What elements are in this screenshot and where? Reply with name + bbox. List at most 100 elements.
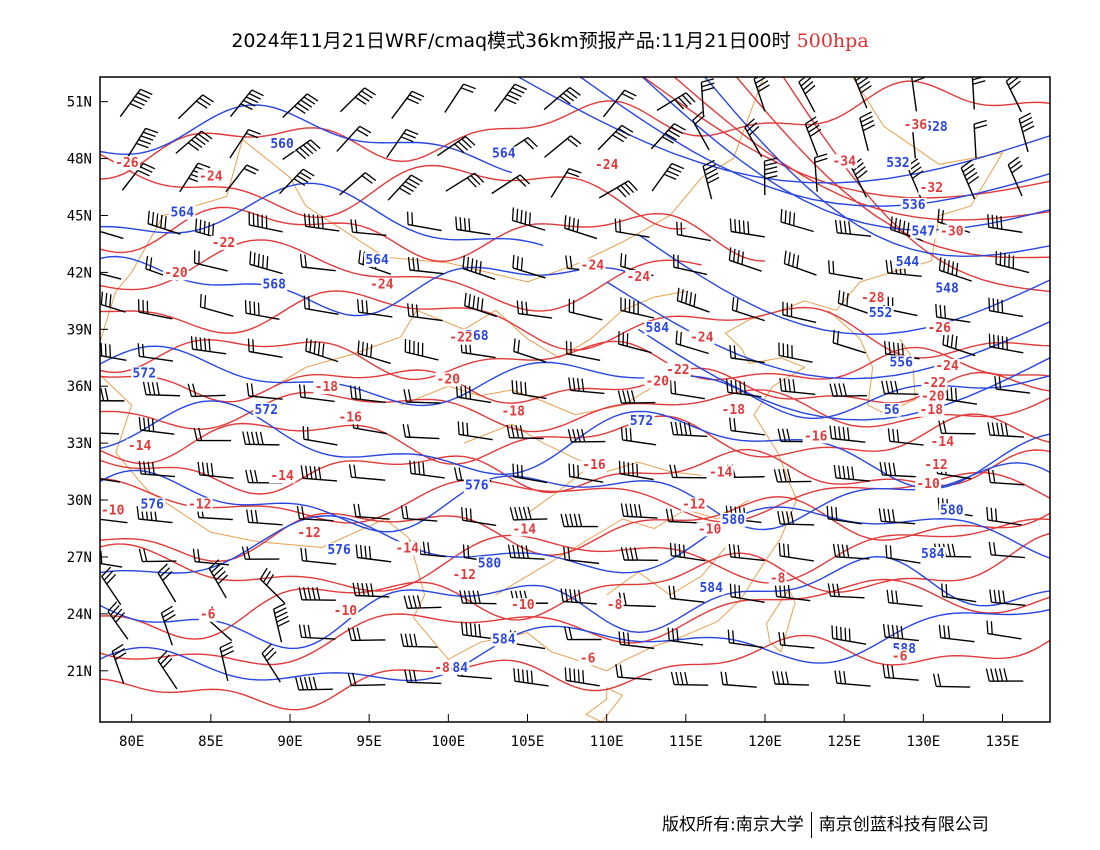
wind-barb: [831, 625, 867, 645]
wind-barb: [988, 297, 1024, 318]
wind-barb: [511, 380, 547, 400]
temperature-label-bg: [210, 235, 237, 250]
wind-barb: [971, 77, 986, 110]
temperature-label: -8: [434, 661, 450, 676]
height-label: 564: [492, 147, 516, 162]
temperature-label: -14: [513, 522, 537, 537]
temperature-contour: [100, 239, 702, 312]
height-contour: [641, 77, 1050, 231]
temperature-label-bg: [644, 374, 671, 389]
height-label-bg: [131, 366, 158, 381]
temperature-contour: [100, 518, 1050, 592]
temperature-label-bg: [890, 649, 909, 664]
wind-barb: [406, 211, 442, 232]
wind-barb: [550, 167, 582, 198]
temperature-label: -12: [682, 498, 705, 513]
height-label: 576: [140, 498, 164, 513]
wind-barb: [459, 590, 497, 605]
wind-barb: [400, 505, 438, 522]
wind-barb: [560, 588, 597, 605]
wind-barb: [199, 293, 234, 317]
wind-barb: [938, 624, 975, 643]
wind-barb: [774, 583, 811, 602]
wind-barb: [282, 139, 321, 160]
wind-barb: [753, 77, 770, 112]
wind-barb: [669, 380, 705, 400]
wind-barb: [667, 627, 704, 646]
wind-barb: [282, 93, 319, 119]
wind-barb: [878, 508, 916, 525]
temperature-label: -16: [582, 458, 606, 473]
temperature-label: -24: [199, 169, 223, 184]
wind-barb: [494, 83, 528, 112]
height-label: 548: [935, 281, 959, 296]
wind-barb: [729, 218, 765, 238]
wind-barb: [882, 624, 919, 642]
wind-barb: [160, 605, 176, 646]
wind-barb: [138, 460, 176, 478]
wind-barb: [511, 207, 546, 231]
wind-barb: [100, 432, 120, 435]
border-line: [115, 139, 243, 292]
wind-barb: [404, 338, 439, 361]
height-label: 584: [492, 632, 516, 647]
temperature-label: -18: [722, 403, 746, 418]
temperature-label: -14: [128, 439, 152, 454]
lon-tick-label: 120E: [748, 734, 782, 750]
wind-barb: [563, 546, 600, 565]
wind-barb: [676, 287, 710, 313]
wind-barb: [763, 157, 778, 196]
wind-barb: [729, 345, 765, 364]
temperature-label-bg: [802, 429, 829, 444]
wind-barb: [298, 586, 336, 601]
height-label-bg: [938, 503, 965, 518]
wind-barb: [986, 620, 1022, 640]
temperature-label-bg: [435, 372, 462, 387]
wind-barb-layer: [100, 77, 1035, 691]
wind-barb: [564, 667, 600, 687]
height-label-bg: [364, 252, 391, 267]
wind-barb: [339, 172, 377, 196]
temperature-label-bg: [269, 469, 296, 484]
height-label-bg: [910, 224, 937, 239]
height-label-bg: [476, 556, 503, 571]
wind-barb: [1007, 156, 1023, 197]
height-label: 532: [886, 156, 909, 171]
wind-barb: [407, 303, 443, 322]
wind-barb: [302, 426, 338, 446]
wind-barb: [773, 468, 812, 483]
temperature-label: -12: [297, 526, 320, 541]
temperature-label-bg: [511, 522, 538, 537]
wind-barb: [100, 518, 128, 524]
temperature-label: -18: [315, 380, 339, 395]
wind-barb: [347, 672, 386, 687]
temperature-label: -30: [940, 225, 964, 240]
temperature-label-bg: [332, 603, 359, 618]
wind-barb: [400, 633, 438, 648]
border-line: [766, 588, 796, 653]
lat-tick-label: 21N: [67, 664, 92, 680]
temperature-label-bg: [664, 362, 691, 377]
lat-tick-label: 30N: [67, 493, 92, 509]
wind-barb: [670, 671, 709, 686]
temperature-label-bg: [509, 598, 536, 613]
temperature-label-bg: [923, 457, 949, 472]
wind-barb: [352, 582, 390, 598]
temperature-label: -14: [709, 465, 733, 480]
height-label-bg: [253, 402, 280, 417]
height-label-bg: [882, 402, 901, 417]
wind-barb: [729, 583, 765, 604]
height-label-bg: [628, 414, 655, 429]
wind-barb: [702, 159, 720, 200]
temperature-contour: [100, 80, 1050, 180]
wind-barb: [828, 260, 864, 280]
wind-barb: [193, 250, 228, 272]
temperature-contour: [673, 77, 1050, 221]
wind-barb: [568, 298, 603, 321]
wind-barb: [834, 219, 872, 237]
height-label: 572: [630, 414, 653, 429]
wind-barb: [829, 425, 866, 443]
height-label-bg: [644, 321, 671, 336]
height-label-bg: [894, 254, 921, 269]
temperature-contour: [100, 153, 686, 230]
